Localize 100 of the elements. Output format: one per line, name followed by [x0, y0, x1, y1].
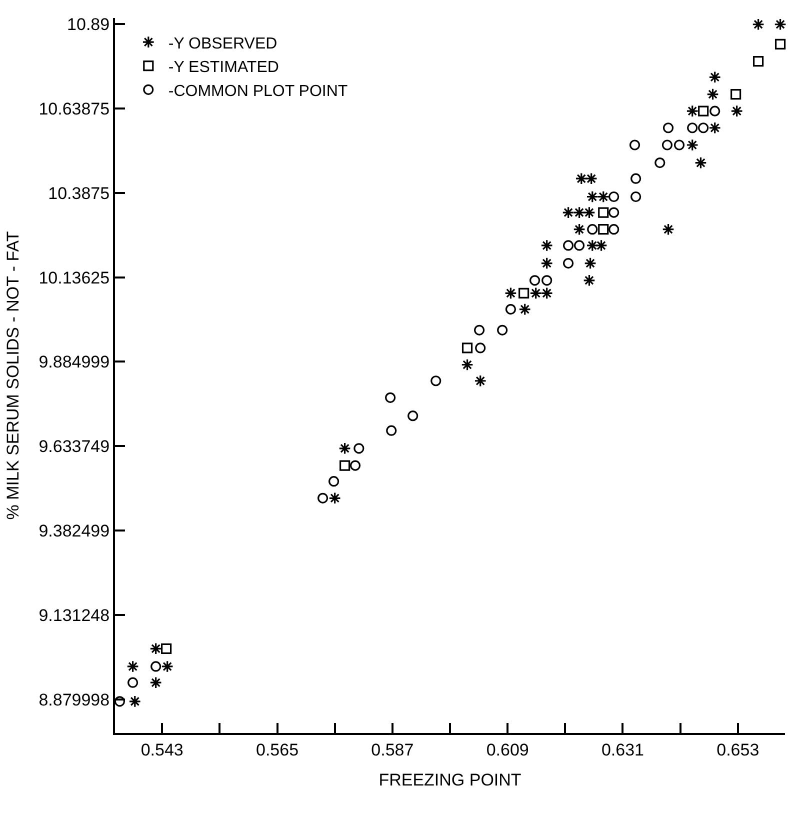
- point: [530, 286, 542, 300]
- point: [114, 696, 126, 707]
- point: [710, 106, 720, 116]
- y-tick-label: 10.3875: [48, 184, 110, 203]
- point: [573, 206, 586, 219]
- x-tick-label: 0.653: [716, 740, 760, 760]
- point: [698, 106, 709, 116]
- point: [662, 223, 674, 236]
- point: [540, 257, 554, 270]
- x-tick-label: 0.609: [486, 740, 529, 760]
- point: [583, 206, 596, 219]
- point: [674, 140, 685, 150]
- point: [518, 303, 532, 316]
- point: [687, 122, 698, 134]
- x-tick-label: 0.631: [601, 740, 644, 760]
- point: [461, 358, 474, 371]
- point: [662, 122, 674, 134]
- y-tick-label: 10.89: [67, 15, 110, 34]
- point: [540, 286, 554, 300]
- point: [586, 190, 599, 203]
- point: [563, 240, 574, 251]
- y-tick-label: 9.382499: [38, 522, 110, 541]
- point: [583, 274, 596, 287]
- point: [608, 207, 620, 218]
- point: [598, 207, 609, 218]
- point: [598, 224, 609, 235]
- point: [530, 275, 540, 286]
- point: [662, 140, 673, 150]
- point: [328, 492, 342, 504]
- point: [462, 342, 473, 354]
- point: [629, 140, 640, 150]
- legend-label: -Y OBSERVED: [168, 35, 278, 52]
- x-tick-label: 0.543: [140, 740, 184, 760]
- point: [563, 258, 574, 269]
- point: [408, 410, 418, 422]
- point: [587, 224, 598, 235]
- point: [150, 661, 162, 672]
- point: [497, 324, 508, 336]
- point: [150, 676, 162, 689]
- point: [385, 392, 396, 403]
- point: [774, 38, 786, 50]
- point: [161, 643, 172, 654]
- point: [354, 443, 364, 454]
- point: [161, 660, 174, 673]
- y-tick-label: 9.131248: [38, 606, 110, 625]
- legend-label: -COMMON PLOT POINT: [168, 82, 348, 100]
- point: [339, 460, 350, 471]
- y-tick-label: 9.633749: [38, 437, 110, 456]
- point: [505, 304, 516, 315]
- y-axis-title: % MILK SERUM SOLIDS - NOT - FAT: [4, 231, 23, 520]
- y-tick-label: 9.884999: [38, 352, 110, 372]
- point: [328, 476, 340, 487]
- point: [128, 695, 142, 708]
- point: [753, 56, 764, 67]
- point: [706, 88, 719, 100]
- point: [597, 190, 610, 203]
- point: [730, 104, 744, 118]
- point: [542, 275, 552, 286]
- point: [584, 257, 596, 270]
- point: [752, 18, 764, 31]
- point: [608, 191, 620, 202]
- point: [540, 239, 554, 252]
- point: [562, 206, 574, 219]
- point: [694, 156, 707, 170]
- point: [126, 660, 139, 673]
- point: [608, 224, 620, 235]
- point: [586, 239, 599, 252]
- point: [150, 642, 162, 655]
- point: [518, 288, 530, 298]
- point: [430, 376, 442, 386]
- point: [654, 158, 666, 168]
- point: [575, 172, 588, 185]
- point: [708, 70, 722, 84]
- x-tick-label: 0.565: [256, 740, 299, 760]
- point: [474, 374, 487, 388]
- point: [774, 18, 786, 31]
- x-tick-label: 0.587: [371, 740, 414, 760]
- y-tick-label: 10.13625: [38, 268, 110, 288]
- point: [686, 138, 699, 152]
- point: [630, 191, 642, 202]
- point: [504, 286, 517, 300]
- point: [730, 88, 742, 100]
- point: [338, 442, 351, 455]
- point: [318, 492, 328, 504]
- y-tick-label: 8.879998: [38, 690, 110, 710]
- y-tick-label: 10.63875: [38, 99, 110, 118]
- point: [585, 172, 598, 185]
- point: [475, 342, 486, 354]
- point: [708, 122, 722, 134]
- point: [698, 122, 709, 134]
- point: [350, 460, 361, 471]
- point: [574, 240, 585, 251]
- point: [386, 425, 397, 436]
- point: [630, 173, 642, 184]
- legend-label: -Y ESTIMATED: [168, 59, 279, 76]
- point: [128, 677, 138, 688]
- x-axis-title: FREEZING POINT: [378, 770, 522, 790]
- point: [686, 104, 699, 118]
- point: [474, 324, 485, 336]
- point: [595, 239, 608, 252]
